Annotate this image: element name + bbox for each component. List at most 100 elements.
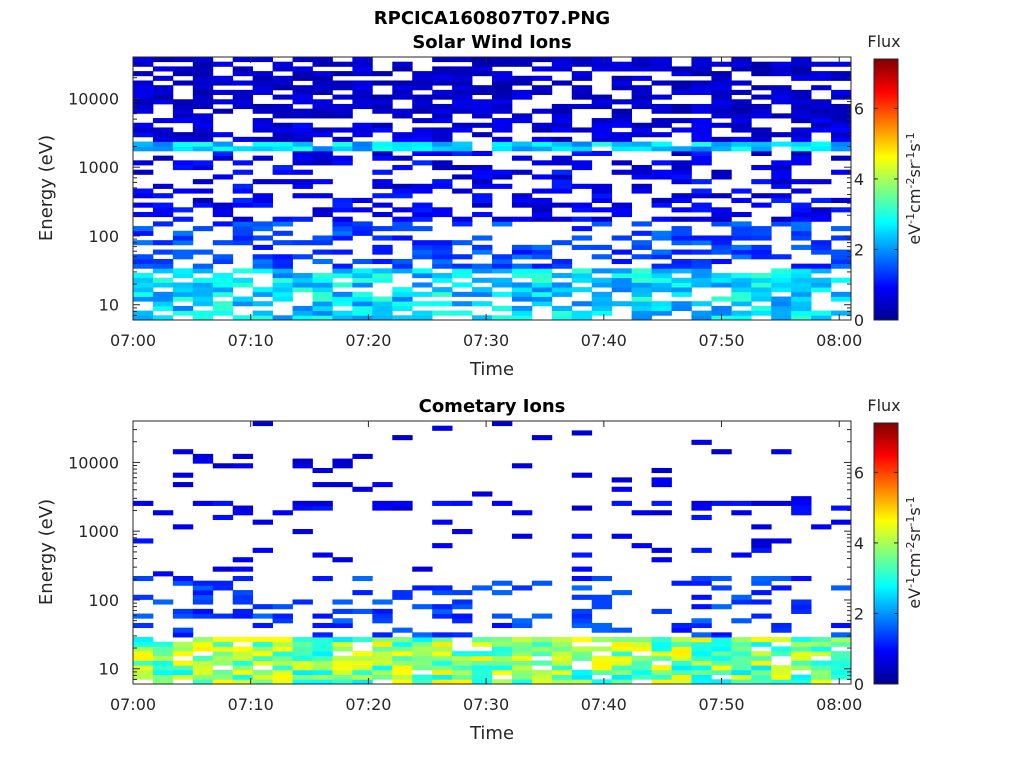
flux-cell bbox=[312, 622, 333, 629]
flux-cell bbox=[152, 202, 174, 208]
flux-cell bbox=[452, 651, 473, 657]
flux-cell bbox=[212, 291, 234, 297]
flux-cell bbox=[372, 108, 393, 114]
flux-cell bbox=[691, 80, 712, 86]
flux-cell bbox=[192, 268, 214, 274]
flux-cell bbox=[791, 94, 812, 100]
flux-cell bbox=[511, 679, 533, 685]
flux-cell bbox=[212, 646, 234, 652]
flux-cell bbox=[751, 235, 772, 241]
flux-cell bbox=[751, 296, 772, 302]
flux-cell bbox=[252, 226, 274, 232]
flux-cell bbox=[352, 89, 373, 95]
flux-cell bbox=[831, 226, 852, 232]
flux-cell bbox=[133, 622, 154, 629]
flux-cell bbox=[831, 637, 852, 643]
flux-cell bbox=[771, 132, 792, 138]
flux-cell bbox=[252, 646, 274, 652]
flux-cell bbox=[152, 132, 174, 138]
flux-cell bbox=[591, 594, 613, 600]
flux-cell bbox=[791, 221, 812, 227]
flux-cell bbox=[771, 273, 792, 279]
flux-cell bbox=[791, 608, 812, 614]
flux-cell bbox=[252, 268, 274, 274]
flux-cell bbox=[591, 291, 613, 297]
flux-cell bbox=[352, 282, 373, 288]
flux-cell bbox=[511, 315, 533, 321]
flux-cell bbox=[591, 132, 613, 138]
colorbar-tick-label: 2 bbox=[854, 240, 864, 259]
flux-cell bbox=[472, 174, 493, 180]
flux-cell bbox=[172, 57, 194, 63]
flux-cell bbox=[392, 108, 413, 114]
flux-cell bbox=[511, 637, 533, 643]
flux-cell bbox=[212, 613, 234, 619]
flux-cell bbox=[332, 665, 353, 671]
flux-cell bbox=[312, 108, 333, 114]
flux-cell bbox=[212, 202, 234, 208]
flux-cell bbox=[591, 216, 613, 222]
flux-cell bbox=[432, 127, 453, 133]
flux-cell bbox=[472, 655, 493, 661]
x-tick-label: 07:40 bbox=[581, 331, 627, 350]
flux-cell bbox=[791, 150, 812, 157]
flux-cell bbox=[631, 669, 652, 676]
flux-cell bbox=[811, 524, 832, 530]
flux-cell bbox=[711, 99, 732, 105]
flux-cell bbox=[192, 132, 214, 138]
flux-cell bbox=[791, 273, 812, 279]
flux-cell bbox=[352, 226, 373, 232]
flux-cell bbox=[252, 287, 274, 293]
flux-cell bbox=[212, 141, 234, 147]
flux-cell bbox=[691, 118, 712, 124]
flux-cell bbox=[511, 216, 533, 222]
flux-cell bbox=[791, 188, 812, 194]
flux-cell bbox=[392, 590, 413, 596]
flux-cell bbox=[751, 179, 772, 185]
flux-cell bbox=[611, 66, 633, 72]
flux-cell bbox=[172, 449, 194, 455]
flux-cell bbox=[651, 557, 672, 563]
flux-cell bbox=[611, 80, 633, 86]
flux-cell bbox=[292, 108, 313, 114]
flux-cell bbox=[172, 160, 194, 166]
flux-cell bbox=[352, 669, 373, 676]
flux-cell bbox=[631, 146, 652, 152]
flux-cell bbox=[392, 113, 413, 119]
flux-cell bbox=[611, 258, 633, 265]
flux-cell bbox=[152, 193, 174, 199]
flux-cell bbox=[751, 66, 772, 72]
flux-cell bbox=[172, 188, 194, 194]
flux-cell bbox=[472, 268, 493, 274]
flux-cell bbox=[432, 141, 453, 147]
flux-cell bbox=[531, 268, 553, 274]
flux-cell bbox=[252, 202, 274, 208]
flux-cell bbox=[352, 66, 373, 72]
flux-cell bbox=[232, 103, 254, 110]
flux-cell bbox=[192, 165, 214, 171]
flux-cell bbox=[372, 646, 393, 652]
flux-cell bbox=[611, 118, 633, 124]
flux-cell bbox=[312, 679, 333, 685]
flux-cell bbox=[591, 136, 613, 142]
flux-cell bbox=[133, 674, 154, 680]
flux-cell bbox=[511, 193, 533, 199]
flux-cell bbox=[392, 85, 413, 91]
flux-cell bbox=[811, 646, 832, 652]
flux-cell bbox=[272, 80, 293, 86]
flux-cell bbox=[591, 655, 613, 661]
flux-cell bbox=[332, 608, 353, 614]
flux-cell bbox=[432, 291, 453, 297]
flux-cell bbox=[352, 103, 373, 110]
flux-cell bbox=[551, 240, 573, 246]
flux-cell bbox=[831, 132, 852, 138]
flux-cell bbox=[392, 268, 413, 274]
flux-cell bbox=[711, 669, 732, 676]
flux-cell bbox=[272, 240, 293, 246]
flux-cell bbox=[272, 127, 293, 133]
flux-cell bbox=[372, 94, 393, 100]
flux-cell bbox=[432, 249, 453, 255]
flux-cell bbox=[811, 211, 832, 218]
flux-cell bbox=[731, 127, 752, 133]
flux-cell bbox=[232, 197, 254, 203]
